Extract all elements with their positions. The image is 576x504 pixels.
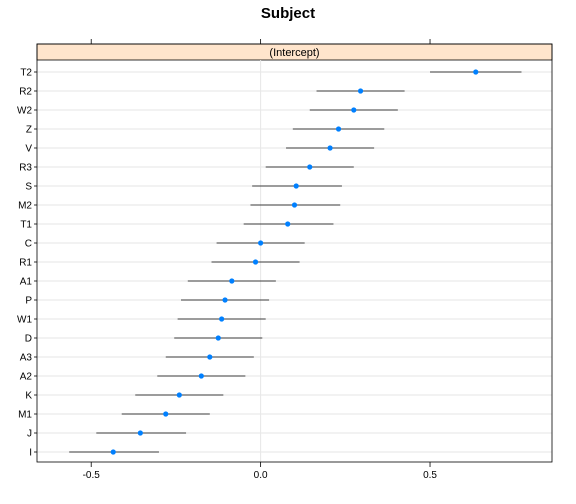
data-point-S — [293, 183, 299, 189]
data-point-R1 — [252, 259, 259, 265]
data-point-V — [327, 145, 333, 151]
x-tick-labels: -0.5 0.0 0.5 — [83, 470, 438, 481]
y-tick-label-T2: T2 — [20, 68, 32, 79]
data-point-T1 — [285, 221, 291, 227]
y-tick-labels: T2 R2 W2 ZV R3 S M2 T1 C R1 A1 P W1 D A3 A2 K M1 JI — [17, 68, 37, 459]
y-tick-label-I: I — [29, 448, 32, 459]
data-point-A1 — [229, 278, 235, 284]
data-point-W1 — [219, 316, 225, 322]
x-tick-label: -0.5 — [83, 470, 101, 481]
y-tick-label-A3: A3 — [20, 353, 33, 364]
data-point-D — [215, 335, 221, 341]
data-point-A2 — [198, 373, 204, 379]
y-tick-label-A1: A1 — [20, 277, 33, 288]
y-tick-label-J: J — [27, 429, 32, 440]
data-point-R3 — [307, 164, 313, 170]
y-tick-label-Z: Z — [26, 125, 32, 136]
chart-title: Subject — [261, 5, 315, 22]
data-point-M2 — [291, 202, 298, 208]
data-points — [110, 69, 479, 455]
y-tick-label-T1: T1 — [20, 220, 32, 231]
data-point-P — [222, 297, 228, 303]
plot-panel-border — [36, 43, 553, 463]
data-point-J — [137, 430, 143, 436]
y-tick-label-P: P — [25, 296, 32, 307]
y-tick-label-M1: M1 — [18, 410, 32, 421]
bottom-axis-ticks — [90, 462, 431, 467]
y-tick-label-D: D — [25, 334, 32, 345]
x-tick-label: 0.0 — [254, 470, 268, 481]
data-point-R2 — [357, 88, 364, 94]
top-axis-ticks — [90, 39, 431, 44]
x-tick-label: 0.5 — [423, 470, 437, 481]
data-point-W2 — [351, 107, 357, 113]
y-tick-label-W2: W2 — [17, 106, 32, 117]
data-point-T2 — [473, 69, 479, 75]
data-point-I — [110, 449, 116, 455]
data-point-A3 — [207, 354, 213, 360]
y-tick-label-K: K — [25, 391, 32, 402]
y-tick-label-R2: R2 — [19, 87, 32, 98]
panel-strip-label: (Intercept) — [269, 47, 319, 59]
y-tick-label-C: C — [25, 239, 32, 250]
y-tick-label-V: V — [25, 144, 32, 155]
y-tick-label-R3: R3 — [19, 163, 32, 174]
y-tick-label-M2: M2 — [18, 201, 32, 212]
y-tick-label-A2: A2 — [20, 372, 33, 383]
y-tick-label-S: S — [25, 182, 32, 193]
y-tick-label-R1: R1 — [19, 258, 32, 269]
gridlines — [37, 60, 552, 462]
data-point-M1 — [163, 411, 169, 417]
data-point-Z — [335, 126, 342, 132]
y-tick-label-W1: W1 — [17, 315, 32, 326]
data-point-C — [258, 240, 264, 246]
data-point-K — [176, 392, 182, 398]
